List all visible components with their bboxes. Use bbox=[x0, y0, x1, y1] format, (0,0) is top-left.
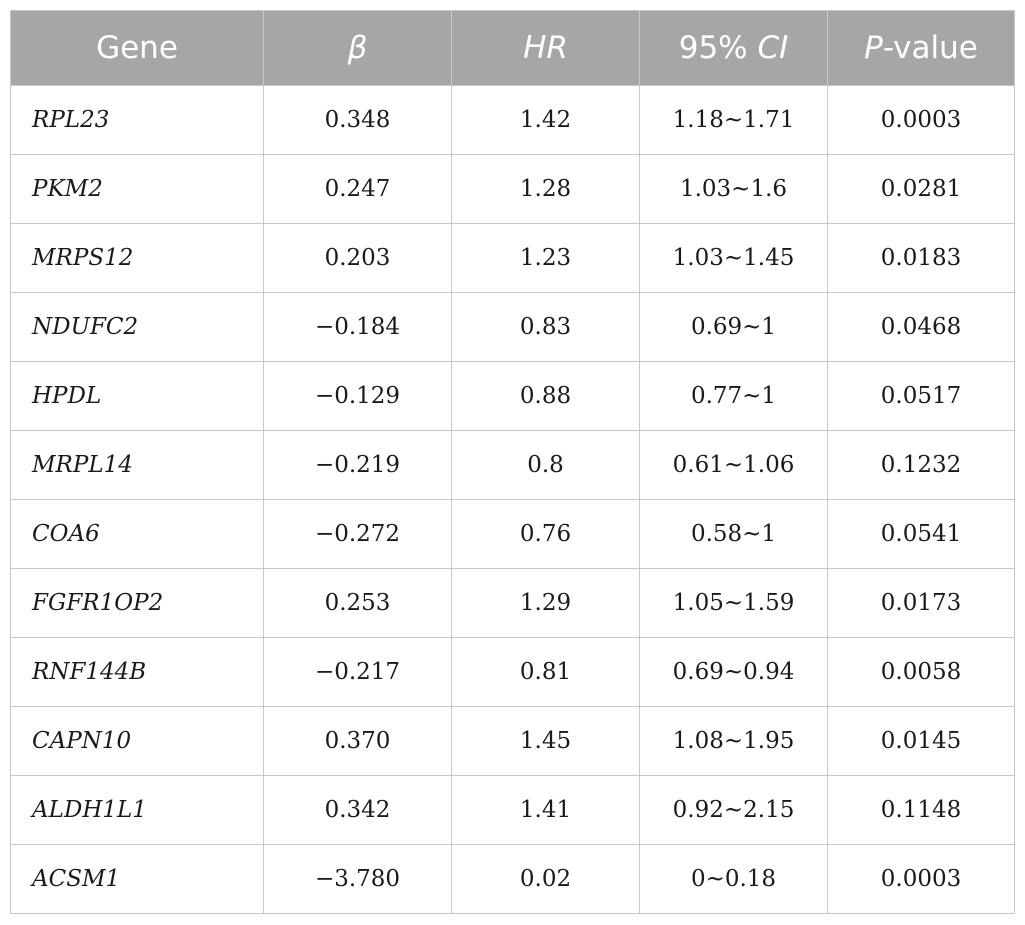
cell-beta: 0.370 bbox=[263, 706, 452, 776]
cell-ci: 0.69~0.94 bbox=[639, 637, 828, 707]
cell-ci: 1.05~1.59 bbox=[639, 568, 828, 638]
cell-beta: −3.780 bbox=[263, 844, 452, 914]
table-row: ACSM1 −3.780 0.02 0~0.18 0.0003 bbox=[10, 844, 1015, 914]
header-pvalue-rest: -value bbox=[882, 30, 978, 66]
cell-pvalue: 0.0541 bbox=[827, 499, 1015, 569]
cell-pvalue: 0.1232 bbox=[827, 430, 1015, 500]
cell-gene: RNF144B bbox=[10, 637, 264, 707]
table-row: HPDL −0.129 0.88 0.77~1 0.0517 bbox=[10, 361, 1015, 431]
header-ci-label: 95% CI bbox=[678, 30, 789, 66]
cell-beta: 0.342 bbox=[263, 775, 452, 845]
cell-ci: 1.03~1.6 bbox=[639, 154, 828, 224]
cell-gene: MRPL14 bbox=[10, 430, 264, 500]
cell-gene: COA6 bbox=[10, 499, 264, 569]
cell-gene: ALDH1L1 bbox=[10, 775, 264, 845]
cell-pvalue: 0.0003 bbox=[827, 85, 1015, 155]
cell-hr: 1.28 bbox=[451, 154, 640, 224]
table-row: MRPL14 −0.219 0.8 0.61~1.06 0.1232 bbox=[10, 430, 1015, 500]
cell-hr: 1.42 bbox=[451, 85, 640, 155]
cell-beta: −0.129 bbox=[263, 361, 452, 431]
cell-beta: 0.253 bbox=[263, 568, 452, 638]
cell-gene: CAPN10 bbox=[10, 706, 264, 776]
gene-cox-table-container: Gene β HR 95% CI P-value RPL23 0.348 1.42 1… bbox=[10, 10, 1015, 914]
header-pvalue: P-value bbox=[827, 10, 1015, 86]
cell-beta: 0.203 bbox=[263, 223, 452, 293]
cell-hr: 1.29 bbox=[451, 568, 640, 638]
cell-ci: 0.61~1.06 bbox=[639, 430, 828, 500]
table-body: RPL23 0.348 1.42 1.18~1.71 0.0003 PKM2 0.247 1.… bbox=[10, 85, 1015, 914]
table-row: RNF144B −0.217 0.81 0.69~0.94 0.0058 bbox=[10, 637, 1015, 707]
cell-ci: 1.03~1.45 bbox=[639, 223, 828, 293]
cell-beta: 0.348 bbox=[263, 85, 452, 155]
cell-gene: FGFR1OP2 bbox=[10, 568, 264, 638]
cell-hr: 0.81 bbox=[451, 637, 640, 707]
cell-pvalue: 0.0281 bbox=[827, 154, 1015, 224]
cell-ci: 1.18~1.71 bbox=[639, 85, 828, 155]
cell-hr: 1.23 bbox=[451, 223, 640, 293]
cell-beta: −0.272 bbox=[263, 499, 452, 569]
table-row: ALDH1L1 0.342 1.41 0.92~2.15 0.1148 bbox=[10, 775, 1015, 845]
header-hr-label: HR bbox=[523, 30, 568, 66]
table-row: MRPS12 0.203 1.23 1.03~1.45 0.0183 bbox=[10, 223, 1015, 293]
header-beta-label: β bbox=[347, 30, 368, 66]
cell-hr: 0.8 bbox=[451, 430, 640, 500]
table-header: Gene β HR 95% CI P-value bbox=[10, 10, 1015, 86]
cell-hr: 0.83 bbox=[451, 292, 640, 362]
cell-beta: −0.219 bbox=[263, 430, 452, 500]
cell-ci: 0.69~1 bbox=[639, 292, 828, 362]
cell-ci: 0.58~1 bbox=[639, 499, 828, 569]
cell-ci: 0.92~2.15 bbox=[639, 775, 828, 845]
cell-beta: 0.247 bbox=[263, 154, 452, 224]
cell-pvalue: 0.0517 bbox=[827, 361, 1015, 431]
cell-gene: NDUFC2 bbox=[10, 292, 264, 362]
cell-beta: −0.184 bbox=[263, 292, 452, 362]
cell-hr: 0.88 bbox=[451, 361, 640, 431]
cell-hr: 1.45 bbox=[451, 706, 640, 776]
cell-pvalue: 0.0468 bbox=[827, 292, 1015, 362]
cell-gene: PKM2 bbox=[10, 154, 264, 224]
cell-gene: HPDL bbox=[10, 361, 264, 431]
cell-ci: 0~0.18 bbox=[639, 844, 828, 914]
header-gene: Gene bbox=[10, 10, 264, 86]
cell-pvalue: 0.0183 bbox=[827, 223, 1015, 293]
table-row: CAPN10 0.370 1.45 1.08~1.95 0.0145 bbox=[10, 706, 1015, 776]
cell-gene: ACSM1 bbox=[10, 844, 264, 914]
cell-pvalue: 0.0058 bbox=[827, 637, 1015, 707]
cell-gene: MRPS12 bbox=[10, 223, 264, 293]
header-row: Gene β HR 95% CI P-value bbox=[10, 10, 1015, 86]
table-row: COA6 −0.272 0.76 0.58~1 0.0541 bbox=[10, 499, 1015, 569]
cell-pvalue: 0.1148 bbox=[827, 775, 1015, 845]
cell-hr: 0.02 bbox=[451, 844, 640, 914]
cell-ci: 0.77~1 bbox=[639, 361, 828, 431]
cell-hr: 1.41 bbox=[451, 775, 640, 845]
table-row: NDUFC2 −0.184 0.83 0.69~1 0.0468 bbox=[10, 292, 1015, 362]
cell-gene: RPL23 bbox=[10, 85, 264, 155]
table-row: FGFR1OP2 0.253 1.29 1.05~1.59 0.0173 bbox=[10, 568, 1015, 638]
cell-ci: 1.08~1.95 bbox=[639, 706, 828, 776]
cell-pvalue: 0.0003 bbox=[827, 844, 1015, 914]
cell-pvalue: 0.0145 bbox=[827, 706, 1015, 776]
header-ci: 95% CI bbox=[639, 10, 828, 86]
header-pvalue-p: P bbox=[864, 30, 883, 66]
cell-hr: 0.76 bbox=[451, 499, 640, 569]
table-row: PKM2 0.247 1.28 1.03~1.6 0.0281 bbox=[10, 154, 1015, 224]
gene-cox-table: Gene β HR 95% CI P-value RPL23 0.348 1.42 1… bbox=[10, 10, 1015, 914]
cell-pvalue: 0.0173 bbox=[827, 568, 1015, 638]
table-row: RPL23 0.348 1.42 1.18~1.71 0.0003 bbox=[10, 85, 1015, 155]
cell-beta: −0.217 bbox=[263, 637, 452, 707]
header-beta: β bbox=[263, 10, 452, 86]
header-hr: HR bbox=[451, 10, 640, 86]
